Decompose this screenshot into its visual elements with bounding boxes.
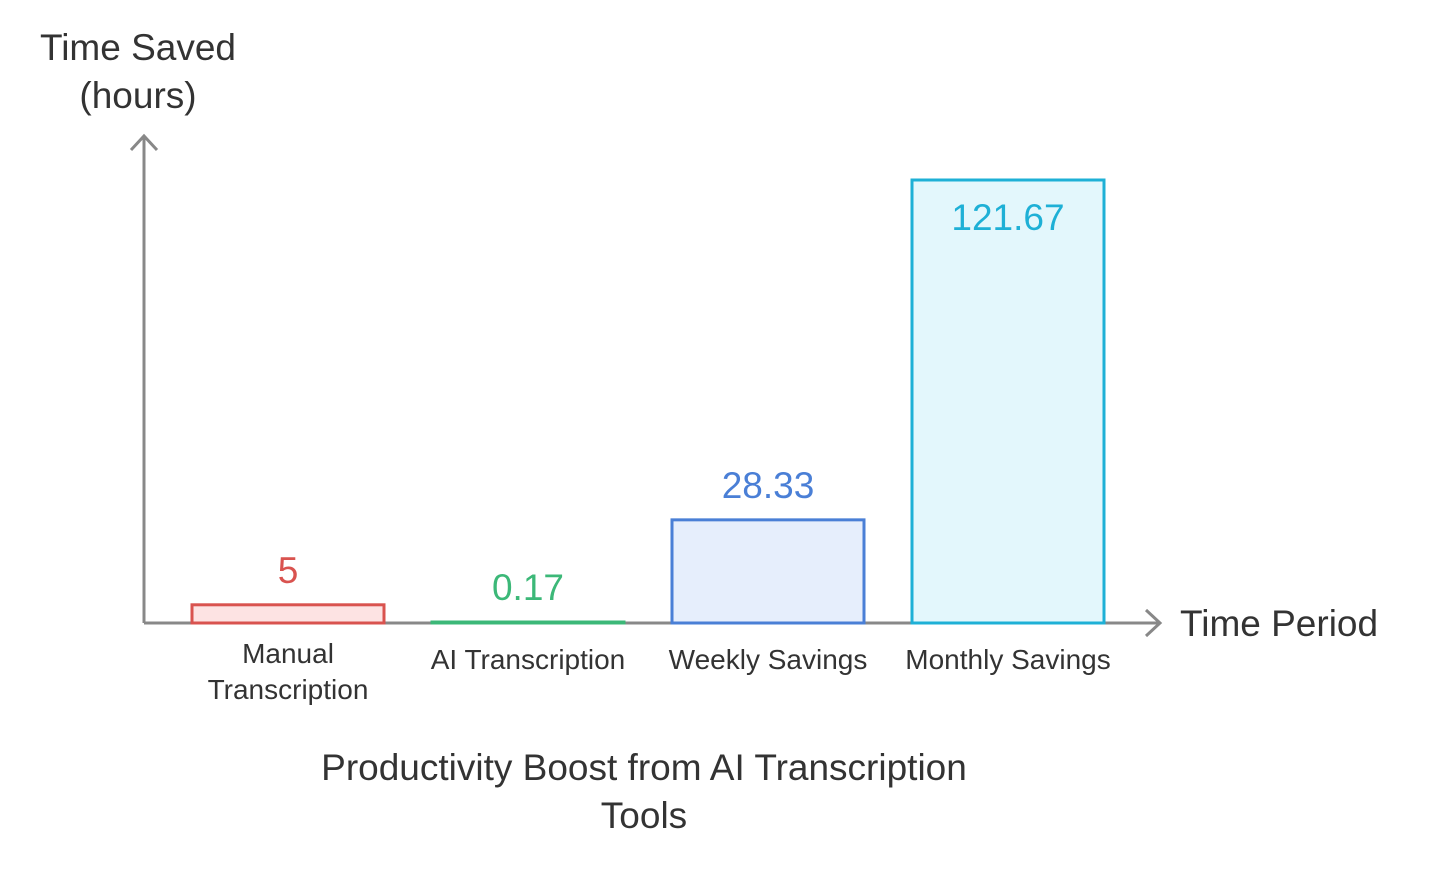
bar (670, 518, 866, 625)
x-axis-label: Time Period (1180, 603, 1378, 644)
x-axis-arrow (1144, 608, 1163, 638)
y-axis-arrow (129, 133, 159, 152)
y-axis-label-line-2: (hours) (79, 75, 196, 116)
bars (190, 178, 1106, 625)
x-tick-label: AI Transcription (431, 644, 626, 675)
bar (910, 178, 1106, 625)
chart-title: Productivity Boost from AI Transcription (321, 747, 967, 788)
data-label: 121.67 (951, 197, 1064, 238)
bar (190, 603, 386, 625)
chart-title-line-2: Tools (601, 795, 687, 836)
data-label: 28.33 (722, 465, 815, 506)
value-labels: 5 0.17 28.33 121.67 (278, 197, 1065, 608)
bar (430, 620, 626, 625)
data-label: 0.17 (492, 567, 564, 608)
y-axis-label: Time Saved (40, 27, 236, 68)
x-tick-label: Monthly Savings (905, 644, 1110, 675)
x-tick-labels: Manual Transcription AI Transcription Weekl… (208, 638, 1111, 705)
data-label: 5 (278, 550, 299, 591)
x-tick-label: Manual Transcription (208, 638, 369, 705)
x-tick-label: Weekly Savings (669, 644, 868, 675)
